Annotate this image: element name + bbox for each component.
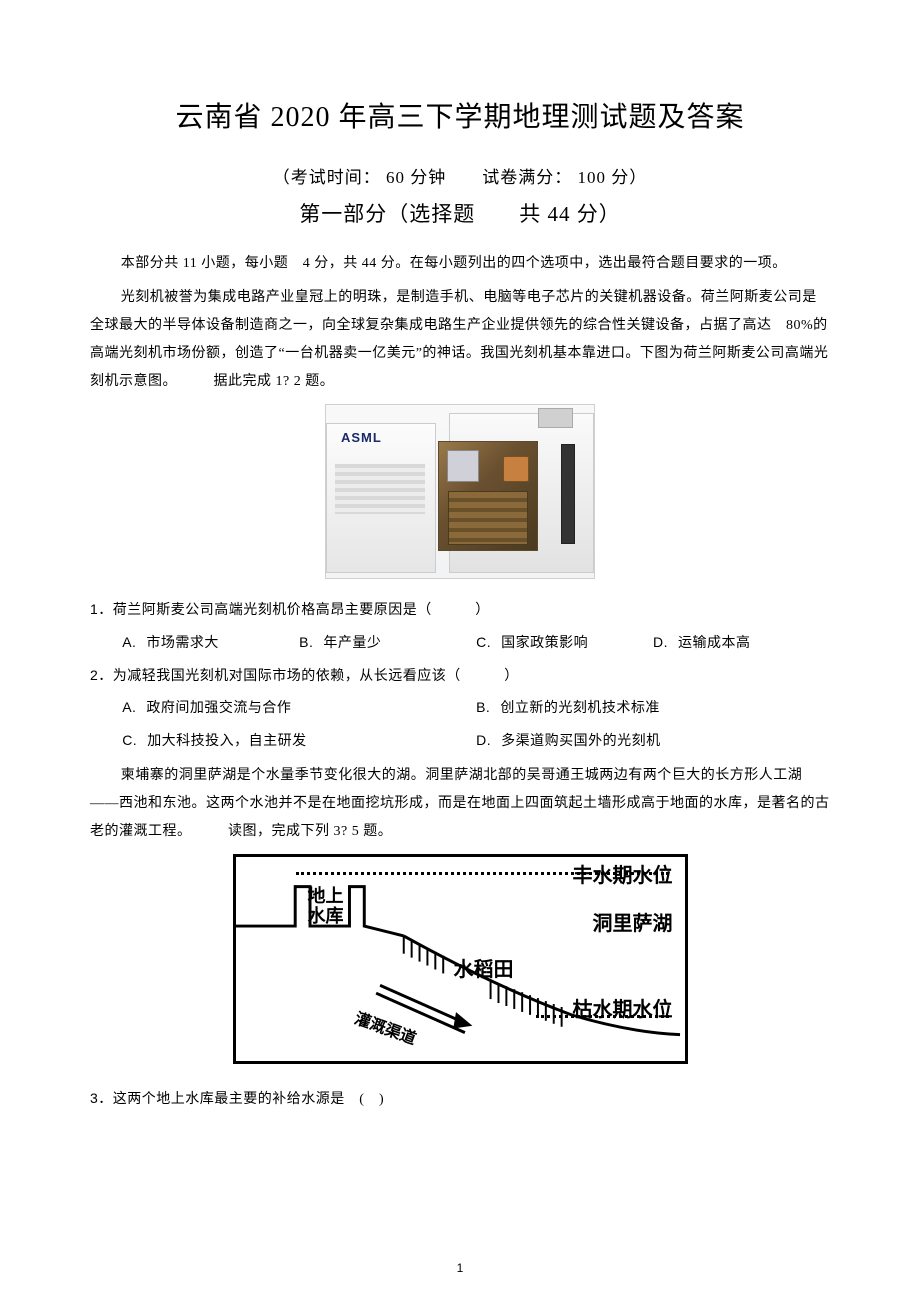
opt-label-a: A.	[122, 699, 136, 715]
opt-label-c: C.	[476, 634, 491, 650]
q1-opt-a: A. 市场需求大	[122, 627, 299, 660]
label-reservoir-l1: 地上	[308, 886, 344, 906]
q2-opt-b: B. 创立新的光刻机技术标准	[476, 692, 830, 725]
passage-1: 光刻机被誉为集成电路产业皇冠上的明珠，是制造手机、电脑等电子芯片的关键机器设备。…	[90, 284, 830, 396]
q2-opt-a-text: 政府间加强交流与合作	[146, 701, 291, 716]
q2-opt-d: D. 多渠道购买国外的光刻机	[476, 725, 830, 758]
label-low-water: 枯水期水位	[573, 993, 673, 1022]
reservoir-diagram: 丰水期水位 洞里萨湖 水稻田 枯水期水位 地上 水库 灌溉渠道	[233, 854, 688, 1064]
q1-options: A. 市场需求大 B. 年产量少 C. 国家政策影响 D. 运输成本高	[90, 627, 830, 660]
instructions-text: 本部分共 11 小题，每小题 4 分，共 44 分。在每小题列出的四个选项中，选…	[90, 250, 830, 278]
machine-side-panel	[561, 444, 575, 544]
q2-opt-d-text: 多渠道购买国外的光刻机	[501, 734, 661, 749]
machine-top-unit	[538, 408, 573, 428]
q2-options-row2: C. 加大科技投入，自主研发 D. 多渠道购买国外的光刻机	[90, 725, 830, 758]
q1-opt-c: C. 国家政策影响	[476, 627, 653, 660]
q2-options-row1: A. 政府间加强交流与合作 B. 创立新的光刻机技术标准	[90, 692, 830, 725]
opt-label-d: D.	[476, 732, 491, 748]
label-reservoir: 地上 水库	[308, 887, 344, 927]
label-rice: 水稻田	[454, 953, 514, 982]
label-reservoir-l2: 水库	[308, 906, 344, 926]
question-2: 2．为减轻我国光刻机对国际市场的依赖，从长远看应该（ ）	[90, 660, 830, 693]
q1-opt-b-text: 年产量少	[323, 636, 381, 651]
label-high-water: 丰水期水位	[573, 859, 673, 888]
opt-label-c: C.	[122, 732, 137, 748]
label-lake: 洞里萨湖	[593, 907, 673, 936]
q1-opt-d-text: 运输成本高	[678, 636, 751, 651]
q2-opt-c: C. 加大科技投入，自主研发	[122, 725, 476, 758]
asml-brand-label: ASML	[341, 430, 382, 445]
machine-left-cabinet: ASML	[326, 423, 436, 573]
q2-number: 2．	[90, 667, 113, 683]
q1-opt-d: D. 运输成本高	[653, 627, 830, 660]
machine-rack	[448, 491, 528, 545]
asml-machine-figure: ASML	[325, 404, 595, 579]
q1-opt-b: B. 年产量少	[299, 627, 476, 660]
figure-2: 丰水期水位 洞里萨湖 水稻田 枯水期水位 地上 水库 灌溉渠道	[90, 854, 830, 1069]
section-title: 第一部分（选择题 共 44 分）	[90, 198, 830, 228]
q3-stem: 这两个地上水库最主要的补给水源是 ( )	[113, 1092, 384, 1107]
q1-opt-c-text: 国家政策影响	[501, 636, 588, 651]
passage-2: 柬埔寨的洞里萨湖是个水量季节变化很大的湖。洞里萨湖北部的吴哥通王城两边有两个巨大…	[90, 762, 830, 846]
machine-vents	[335, 464, 425, 514]
exam-info: （考试时间： 60 分钟 试卷满分： 100 分）	[90, 163, 830, 188]
instructions: 本部分共 11 小题，每小题 4 分，共 44 分。在每小题列出的四个选项中，选…	[90, 250, 830, 278]
q1-number: 1．	[90, 601, 113, 617]
q2-opt-c-text: 加大科技投入，自主研发	[147, 734, 307, 749]
opt-label-a: A.	[122, 634, 136, 650]
q2-opt-a: A. 政府间加强交流与合作	[122, 692, 476, 725]
opt-label-b: B.	[476, 699, 490, 715]
figure-1: ASML	[90, 404, 830, 584]
opt-label-b: B.	[299, 634, 313, 650]
page-title: 云南省 2020 年高三下学期地理测试题及答案	[90, 95, 830, 135]
q3-number: 3．	[90, 1090, 113, 1106]
q2-stem: 为减轻我国光刻机对国际市场的依赖，从长远看应该（ ）	[113, 669, 519, 684]
q2-opt-b-text: 创立新的光刻机技术标准	[500, 701, 660, 716]
q1-opt-a-text: 市场需求大	[146, 636, 219, 651]
question-1: 1．荷兰阿斯麦公司高端光刻机价格高昂主要原因是（ ）	[90, 594, 830, 627]
q1-stem: 荷兰阿斯麦公司高端光刻机价格高昂主要原因是（ ）	[113, 603, 490, 618]
question-3: 3．这两个地上水库最主要的补给水源是 ( )	[90, 1083, 830, 1116]
opt-label-d: D.	[653, 634, 668, 650]
page-number: 1	[0, 1261, 920, 1275]
